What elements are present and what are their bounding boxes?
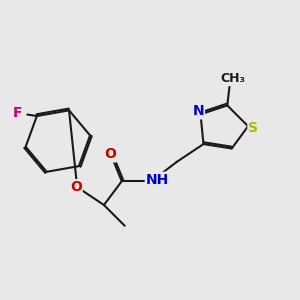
Text: CH₃: CH₃ xyxy=(221,72,246,85)
Text: NH: NH xyxy=(146,173,169,187)
Text: O: O xyxy=(70,180,82,194)
Text: S: S xyxy=(248,121,258,135)
Text: F: F xyxy=(13,106,22,120)
Text: N: N xyxy=(192,104,204,118)
Text: O: O xyxy=(104,148,116,161)
